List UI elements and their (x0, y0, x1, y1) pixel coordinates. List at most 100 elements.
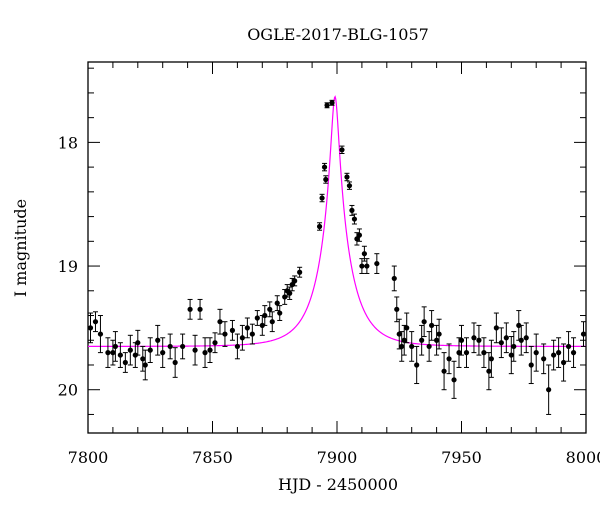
y-tick-label: 19 (58, 257, 78, 276)
point-marker (202, 350, 208, 356)
point-marker (533, 350, 539, 356)
x-tick-label: 7850 (192, 448, 233, 467)
point-marker (508, 352, 514, 358)
data-point (488, 339, 494, 378)
data-point (324, 102, 330, 109)
data-point (222, 321, 228, 347)
point-marker (481, 350, 487, 356)
point-marker (274, 300, 280, 306)
point-marker (434, 337, 440, 343)
data-point (92, 311, 99, 333)
point-marker (426, 343, 432, 350)
data-point (446, 343, 452, 375)
data-point (167, 333, 173, 360)
data-point (364, 258, 370, 274)
data-point (160, 337, 166, 368)
data-point (135, 329, 141, 356)
data-point (192, 334, 198, 366)
y-tick-label: 18 (58, 133, 78, 152)
data-point (202, 337, 208, 368)
data-point (297, 266, 303, 278)
data-point (481, 337, 487, 368)
point-marker (570, 350, 577, 356)
data-point (155, 324, 161, 356)
point-marker (359, 263, 365, 269)
data-point (451, 360, 457, 399)
point-marker (401, 337, 407, 343)
y-axis-title: I magnitude (11, 199, 30, 297)
point-marker (127, 347, 133, 353)
data-point (546, 364, 552, 415)
point-marker (429, 322, 435, 329)
point-marker (254, 315, 260, 321)
point-marker (319, 195, 325, 201)
data-point (112, 331, 118, 362)
data-point (391, 265, 397, 292)
point-marker (364, 263, 370, 269)
data-point (329, 99, 335, 106)
point-marker (197, 306, 203, 312)
point-marker (180, 343, 186, 350)
data-point (110, 339, 116, 366)
point-marker (580, 331, 586, 337)
data-point (277, 305, 283, 321)
point-marker (172, 359, 178, 366)
point-marker (135, 340, 141, 346)
data-point (404, 312, 410, 344)
data-point (244, 317, 250, 339)
point-marker (399, 343, 405, 350)
data-point (421, 306, 427, 338)
data-point (476, 324, 482, 356)
data-point (456, 337, 462, 368)
data-point (426, 331, 432, 362)
point-marker (97, 331, 104, 337)
point-marker (229, 327, 236, 333)
point-marker (394, 306, 400, 312)
point-marker (421, 319, 427, 325)
point-marker (105, 350, 111, 356)
data-point (117, 342, 123, 368)
point-marker (419, 337, 425, 343)
data-point (172, 347, 178, 378)
data-point (556, 337, 562, 368)
point-marker (451, 377, 457, 383)
data-point (274, 295, 280, 312)
point-marker (446, 356, 452, 362)
point-marker (192, 347, 198, 353)
point-marker (456, 350, 462, 356)
data-point (401, 324, 407, 356)
point-marker (441, 368, 447, 374)
point-marker (476, 337, 482, 343)
point-marker (297, 269, 303, 275)
data-point (287, 286, 293, 300)
data-point (511, 331, 517, 362)
data-point (321, 162, 328, 172)
data-point (354, 232, 360, 246)
data-point (551, 339, 557, 371)
point-marker (565, 343, 572, 350)
data-point (249, 323, 255, 345)
point-marker (518, 337, 524, 343)
data-point (351, 213, 358, 225)
data-point (508, 336, 514, 375)
data-point (142, 349, 148, 381)
data-point (267, 301, 273, 318)
point-marker (316, 223, 323, 230)
data-point (180, 333, 186, 360)
point-marker (560, 359, 567, 366)
data-point (122, 352, 128, 373)
model-curve (88, 95, 586, 347)
data-point (541, 343, 547, 375)
data-point (239, 324, 245, 351)
model-curve-group (88, 95, 586, 347)
data-point (409, 331, 415, 362)
data-point (463, 337, 470, 368)
data-point (414, 345, 420, 385)
point-marker (349, 207, 355, 213)
point-marker (351, 216, 358, 222)
point-marker (354, 236, 360, 242)
point-marker (142, 362, 148, 368)
x-axis-title: HJD - 2450000 (278, 475, 398, 494)
data-point (429, 310, 435, 341)
point-marker (541, 356, 547, 362)
